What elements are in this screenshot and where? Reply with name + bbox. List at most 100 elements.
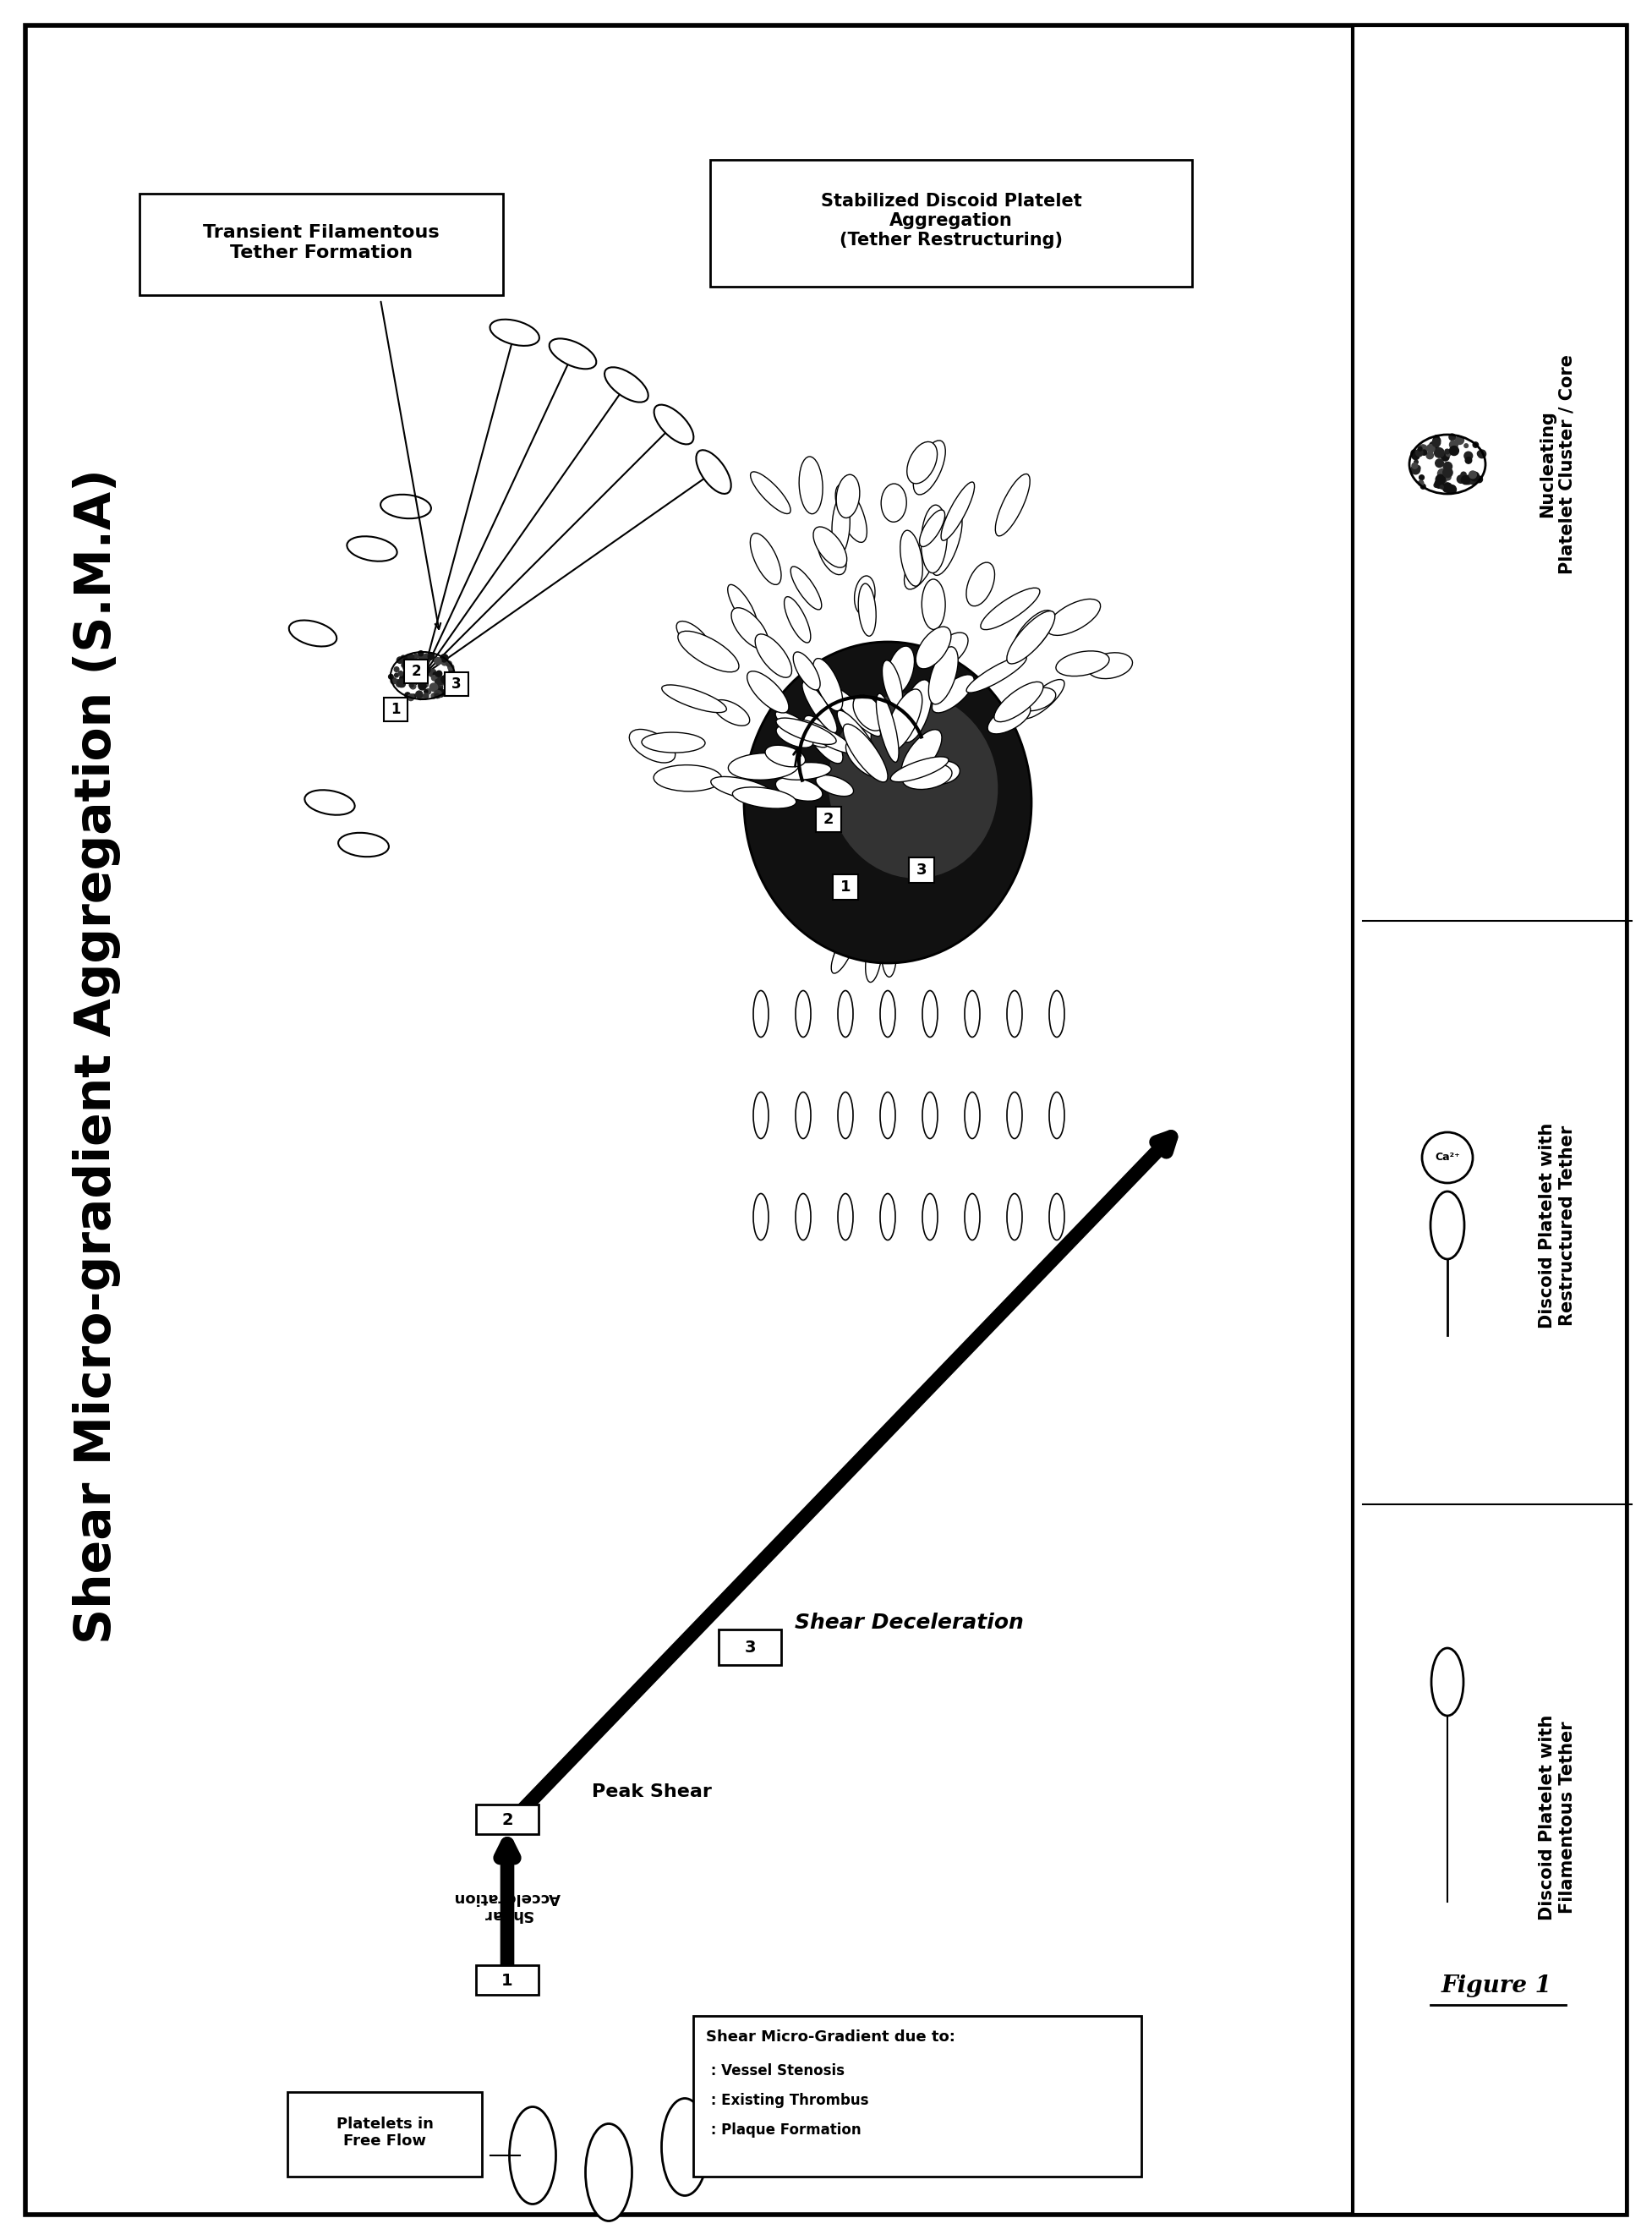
- Text: Platelets in
Free Flow: Platelets in Free Flow: [335, 2117, 433, 2148]
- Ellipse shape: [843, 697, 871, 744]
- Bar: [816, 806, 841, 831]
- Ellipse shape: [491, 320, 539, 345]
- Circle shape: [416, 659, 425, 668]
- Circle shape: [400, 674, 406, 681]
- Circle shape: [1412, 452, 1419, 459]
- Circle shape: [1442, 484, 1452, 493]
- Text: : Plaque Formation: : Plaque Formation: [705, 2124, 861, 2137]
- Circle shape: [390, 679, 396, 683]
- Circle shape: [433, 672, 438, 676]
- Bar: [444, 672, 469, 697]
- Ellipse shape: [930, 632, 968, 668]
- Text: Shear Micro-Gradient due to:: Shear Micro-Gradient due to:: [705, 2029, 955, 2045]
- Text: Shear Deceleration: Shear Deceleration: [795, 1613, 1024, 1633]
- Ellipse shape: [890, 757, 948, 782]
- Circle shape: [413, 681, 418, 685]
- Circle shape: [1417, 450, 1422, 455]
- Ellipse shape: [885, 690, 922, 750]
- Circle shape: [1464, 444, 1469, 448]
- Circle shape: [411, 659, 416, 663]
- Circle shape: [395, 674, 398, 676]
- Circle shape: [421, 674, 428, 681]
- Circle shape: [443, 676, 449, 683]
- Circle shape: [405, 656, 413, 663]
- Circle shape: [388, 674, 393, 679]
- Circle shape: [431, 694, 436, 699]
- Circle shape: [438, 676, 446, 683]
- Circle shape: [1432, 439, 1441, 446]
- Circle shape: [401, 674, 406, 679]
- Ellipse shape: [776, 726, 813, 748]
- Circle shape: [1475, 477, 1482, 482]
- Circle shape: [395, 679, 400, 683]
- Circle shape: [1431, 446, 1436, 448]
- Ellipse shape: [882, 661, 902, 708]
- Circle shape: [418, 654, 423, 659]
- Circle shape: [408, 654, 415, 661]
- Ellipse shape: [654, 405, 694, 444]
- Ellipse shape: [339, 833, 388, 856]
- Ellipse shape: [803, 681, 838, 732]
- Text: Discoid Platelet with
Restructured Tether: Discoid Platelet with Restructured Tethe…: [1540, 1122, 1576, 1328]
- Circle shape: [418, 652, 423, 656]
- Ellipse shape: [710, 777, 775, 800]
- Circle shape: [1419, 475, 1424, 479]
- Ellipse shape: [727, 585, 757, 627]
- Ellipse shape: [881, 484, 907, 522]
- Ellipse shape: [932, 844, 978, 869]
- Ellipse shape: [1431, 1649, 1464, 1716]
- Circle shape: [418, 694, 423, 699]
- Circle shape: [428, 670, 436, 676]
- Circle shape: [420, 659, 423, 661]
- Ellipse shape: [695, 450, 732, 493]
- Circle shape: [1469, 470, 1477, 479]
- Ellipse shape: [732, 607, 768, 650]
- Ellipse shape: [861, 842, 884, 889]
- Circle shape: [423, 663, 430, 668]
- Circle shape: [425, 679, 428, 681]
- Circle shape: [403, 670, 411, 679]
- Ellipse shape: [796, 1093, 811, 1138]
- Text: Nucleating
Platelet Cluster / Core: Nucleating Platelet Cluster / Core: [1540, 354, 1576, 573]
- Ellipse shape: [833, 921, 859, 968]
- Text: 2: 2: [411, 663, 421, 679]
- Ellipse shape: [1049, 1093, 1064, 1138]
- Ellipse shape: [981, 587, 1039, 629]
- Ellipse shape: [1008, 1093, 1023, 1138]
- Circle shape: [444, 679, 448, 683]
- Circle shape: [415, 665, 421, 672]
- Bar: [1353, 25, 1627, 2215]
- Circle shape: [1442, 468, 1452, 477]
- Ellipse shape: [907, 441, 937, 484]
- Ellipse shape: [1008, 990, 1023, 1037]
- Ellipse shape: [289, 620, 337, 647]
- Circle shape: [1422, 1131, 1474, 1183]
- Circle shape: [413, 665, 420, 670]
- Ellipse shape: [922, 1194, 938, 1241]
- Circle shape: [1470, 477, 1479, 484]
- Circle shape: [401, 661, 410, 670]
- Circle shape: [401, 656, 406, 661]
- Ellipse shape: [995, 681, 1044, 721]
- Circle shape: [1444, 461, 1452, 470]
- Ellipse shape: [922, 990, 938, 1037]
- Ellipse shape: [930, 892, 965, 932]
- Bar: [694, 2016, 1142, 2177]
- Circle shape: [436, 688, 444, 697]
- Ellipse shape: [1013, 609, 1054, 656]
- Circle shape: [413, 663, 420, 670]
- Ellipse shape: [1431, 1192, 1464, 1259]
- Ellipse shape: [932, 511, 961, 576]
- Ellipse shape: [828, 692, 998, 878]
- Circle shape: [1416, 466, 1421, 470]
- Circle shape: [1427, 444, 1436, 452]
- Text: 1: 1: [392, 701, 400, 717]
- Circle shape: [441, 676, 449, 683]
- Circle shape: [1436, 479, 1444, 488]
- Circle shape: [415, 661, 423, 670]
- Circle shape: [1429, 441, 1437, 450]
- Circle shape: [1449, 435, 1455, 441]
- Circle shape: [1447, 486, 1457, 495]
- Ellipse shape: [887, 645, 914, 694]
- Ellipse shape: [928, 647, 958, 703]
